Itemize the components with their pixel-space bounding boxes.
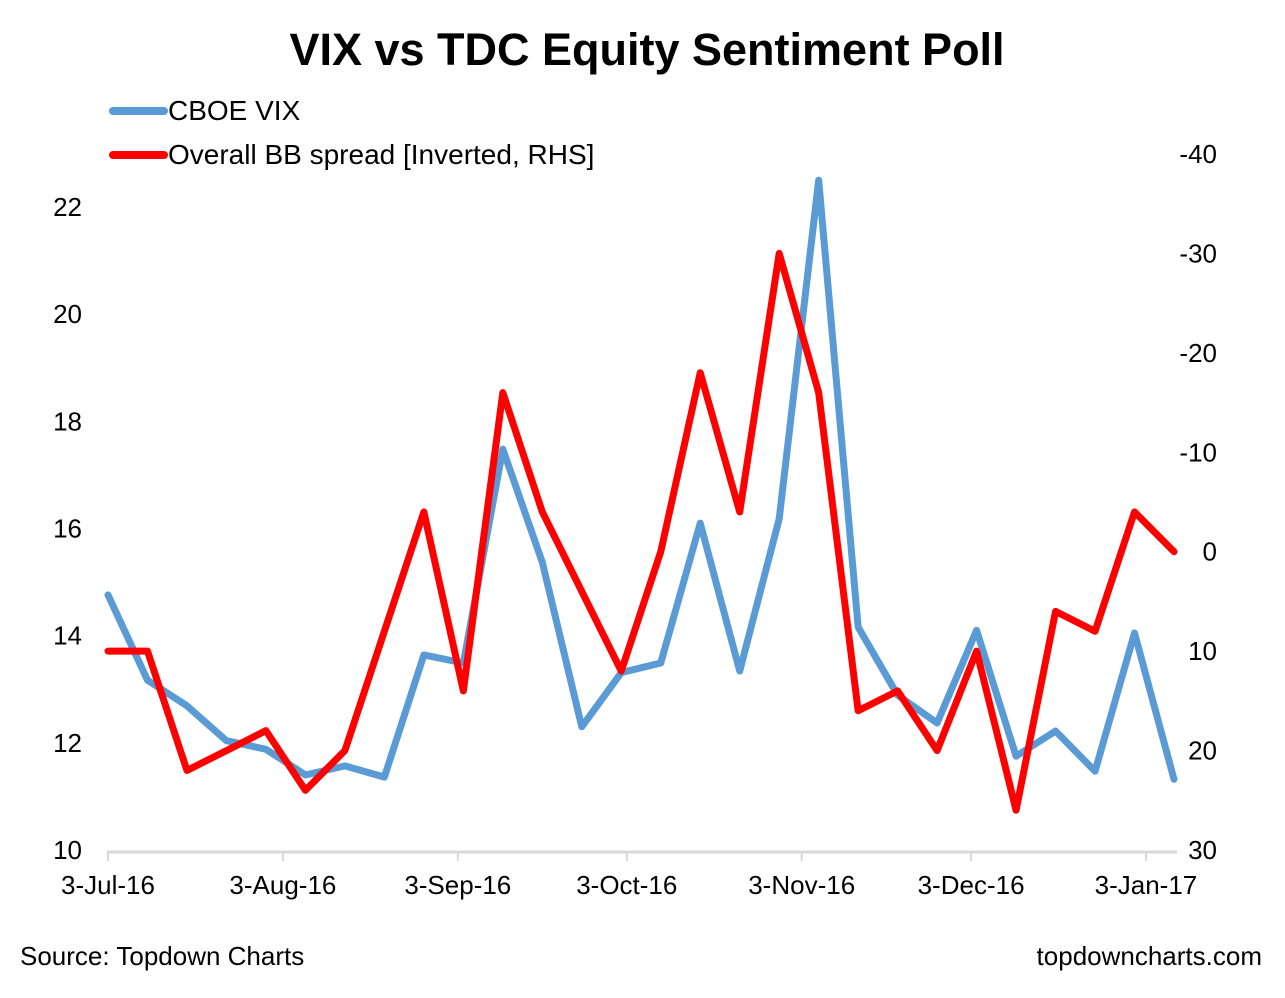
axes: 3-Jul-16 3-Aug-16 3-Sep-16 3-Oct-16 3-Nov-16… bbox=[53, 139, 1217, 900]
y2-tick-label: -30 bbox=[1179, 238, 1217, 268]
x-tick-label: 3-Aug-16 bbox=[229, 870, 336, 900]
y-tick-label: 12 bbox=[53, 728, 82, 758]
y-tick-label: 18 bbox=[53, 406, 82, 436]
y2-tick-label: 30 bbox=[1188, 835, 1217, 865]
y2-tick-label: -20 bbox=[1179, 338, 1217, 368]
legend-label-vix: CBOE VIX bbox=[168, 95, 301, 126]
series-bb-spread bbox=[104, 249, 1178, 814]
chart-title: VIX vs TDC Equity Sentiment Poll bbox=[289, 24, 1004, 75]
y2-tick-label: 10 bbox=[1188, 636, 1217, 666]
plot-area bbox=[104, 176, 1178, 814]
x-tick-label: 3-Sep-16 bbox=[404, 870, 511, 900]
x-tick-label: 3-Dec-16 bbox=[918, 870, 1025, 900]
x-tick-label: 3-Jan-17 bbox=[1095, 870, 1198, 900]
bb-spread-line bbox=[104, 249, 1178, 814]
y2-tick-label: 0 bbox=[1203, 537, 1217, 567]
y-tick-label: 20 bbox=[53, 299, 82, 329]
y-tick-label: 10 bbox=[53, 835, 82, 865]
y2-tick-label: -40 bbox=[1179, 139, 1217, 169]
vix-line bbox=[104, 176, 1178, 783]
y2-tick-label: -10 bbox=[1179, 437, 1217, 467]
y-tick-label: 22 bbox=[53, 192, 82, 222]
source-note: Source: Topdown Charts bbox=[20, 941, 304, 971]
y2-tick-label: 20 bbox=[1188, 736, 1217, 766]
y-tick-label: 14 bbox=[53, 621, 82, 651]
x-tick-label: 3-Jul-16 bbox=[61, 870, 155, 900]
legend: CBOE VIX Overall BB spread [Inverted, RH… bbox=[109, 95, 594, 170]
x-tick-label: 3-Oct-16 bbox=[576, 870, 677, 900]
y-tick-label: 16 bbox=[53, 514, 82, 544]
x-tick-label: 3-Nov-16 bbox=[748, 870, 855, 900]
legend-label-bb-spread: Overall BB spread [Inverted, RHS] bbox=[168, 139, 594, 170]
series-vix bbox=[104, 176, 1178, 783]
website-note: topdowncharts.com bbox=[1037, 941, 1262, 971]
